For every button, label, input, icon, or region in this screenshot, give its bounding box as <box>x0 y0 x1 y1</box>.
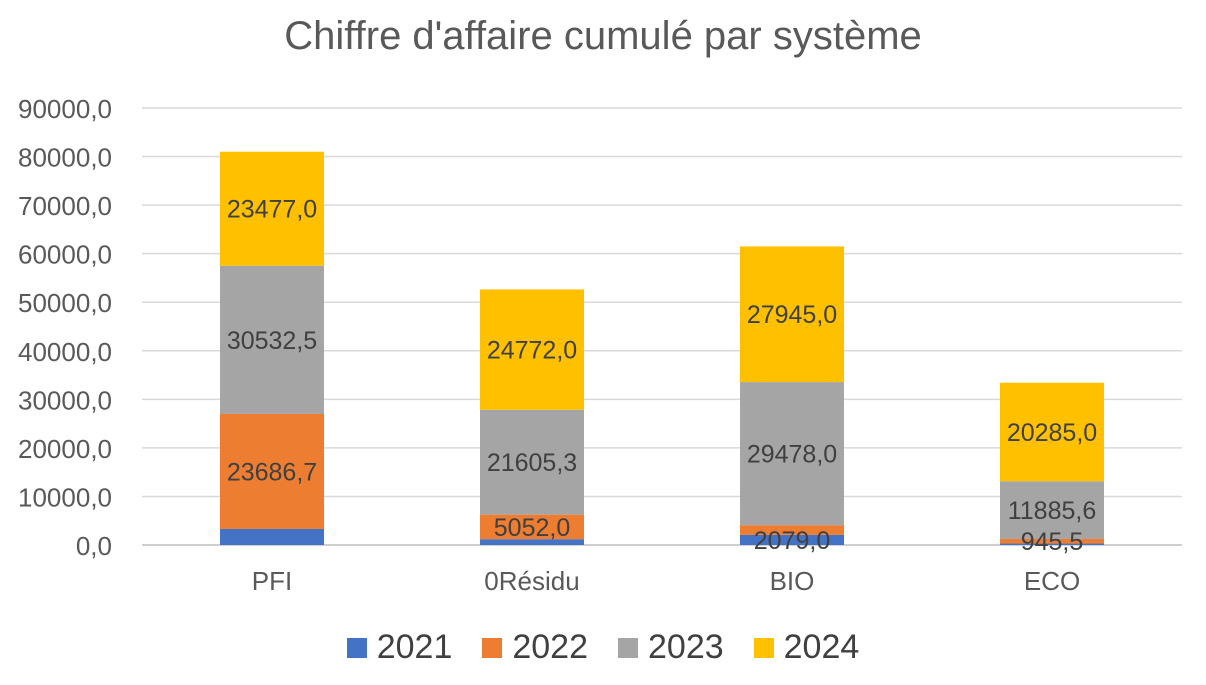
data-label: 23686,7 <box>227 458 317 486</box>
legend-swatch <box>753 637 774 658</box>
bar-segment <box>740 534 844 545</box>
bar-segment <box>1000 382 1104 482</box>
data-label: 23477,0 <box>227 196 317 224</box>
legend-item: 2022 <box>482 628 588 667</box>
bar-segment <box>480 539 584 545</box>
y-tick-label: 0,0 <box>76 531 112 561</box>
y-tick-label: 20000,0 <box>18 434 112 464</box>
x-tick-label: ECO <box>1024 566 1080 596</box>
y-tick-label: 50000,0 <box>18 288 112 318</box>
x-tick-label: PFI <box>252 566 292 596</box>
bar-segment <box>1000 543 1104 545</box>
legend-item: 2021 <box>346 628 453 667</box>
bar-segment <box>740 382 844 526</box>
bar-segment <box>740 246 844 383</box>
y-tick-label: 10000,0 <box>18 482 112 512</box>
data-label: 30532,5 <box>227 327 317 355</box>
bar-segment <box>1000 481 1104 539</box>
data-label: 21605,3 <box>487 449 577 477</box>
legend-label: 2023 <box>648 628 724 666</box>
legend-item: 2023 <box>618 628 724 667</box>
data-label: 5052,0 <box>494 514 570 542</box>
bar-segment <box>220 265 324 414</box>
y-tick-label: 80000,0 <box>18 143 112 173</box>
data-label: 945,5 <box>1021 528 1084 556</box>
bar-segment <box>480 514 584 540</box>
legend-swatch <box>618 637 638 658</box>
y-tick-label: 30000,0 <box>18 385 112 415</box>
bar-segment <box>220 413 324 529</box>
legend-label: 2021 <box>376 628 453 666</box>
bar-segment <box>480 289 584 410</box>
data-label: 29478,0 <box>747 441 837 469</box>
data-label: 24772,0 <box>487 337 577 365</box>
bar-segment <box>480 409 584 515</box>
data-label: 27945,0 <box>747 301 837 329</box>
y-tick-label: 70000,0 <box>18 191 112 221</box>
y-tick-label: 40000,0 <box>18 337 112 367</box>
chart-title: Chiffre d'affaire cumulé par système <box>284 14 922 58</box>
bar-segment <box>220 528 324 545</box>
bar-segment <box>740 525 844 535</box>
data-label: 11885,6 <box>1008 497 1097 525</box>
legend-label: 2022 <box>512 628 588 666</box>
data-label: 2079,0 <box>754 527 830 555</box>
y-tick-label: 90000,0 <box>18 94 112 124</box>
legend-swatch <box>482 637 503 658</box>
legend-item: 2024 <box>753 628 860 667</box>
legend-swatch <box>346 637 367 658</box>
chart-legend: 2021 2022 2023 2024 <box>0 628 1206 667</box>
y-tick-label: 60000,0 <box>18 240 112 270</box>
x-tick-label: 0Résidu <box>484 566 579 596</box>
data-label: 20285,0 <box>1007 419 1097 447</box>
bar-segment <box>1000 538 1104 544</box>
legend-label: 2024 <box>783 628 860 666</box>
bar-segment <box>220 151 324 266</box>
x-tick-label: BIO <box>770 566 815 596</box>
